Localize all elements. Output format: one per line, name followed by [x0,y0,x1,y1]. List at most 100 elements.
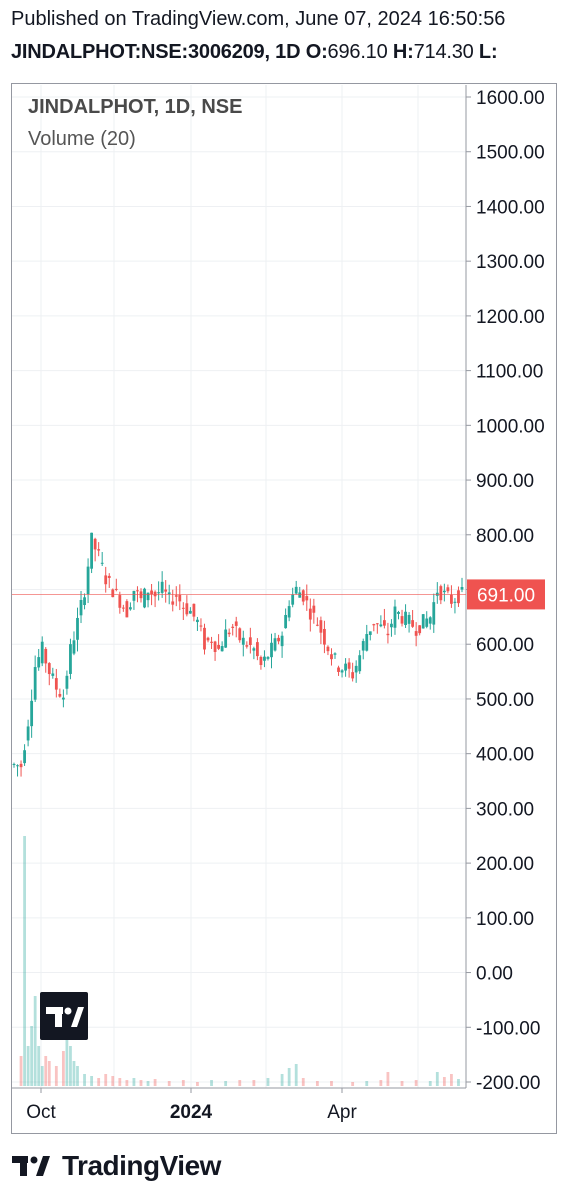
candle-body [270,642,273,658]
volume-bar [224,1081,228,1086]
candle-body [199,625,203,627]
candle-body [273,638,277,651]
candle-body [23,750,26,764]
candle-body [248,637,252,646]
candle-body [280,635,284,647]
candle-body [308,608,312,620]
candle-body [252,648,256,651]
candle-body [210,641,213,643]
tradingview-logo-icon [12,1156,50,1176]
volume-bar [111,1076,115,1086]
candle-body [407,614,411,624]
candle-body [453,601,457,603]
candle-body [305,596,309,601]
y-tick-label: 900.00 [476,471,534,492]
candle-body [442,590,446,593]
candle-body [340,670,344,673]
candle-body [167,592,171,595]
volume-bar [139,1080,143,1086]
volume-bar [33,996,37,1086]
candle-body [397,611,400,614]
candle-body [414,631,418,636]
candle-body [301,590,305,602]
volume-bar [26,1046,30,1086]
volume-bar [181,1080,185,1086]
candle-body [294,586,298,594]
footer-brand[interactable]: TradingView [12,1150,221,1182]
candle-body [146,592,150,601]
candle-body [457,590,460,604]
y-tick-label: 1200.00 [476,307,545,328]
volume-bar [379,1080,383,1086]
candle-body [192,603,196,617]
volume-bar [76,1066,79,1086]
candle-body [238,628,242,641]
candle-body [231,626,235,628]
candle-body [51,673,55,676]
candle-body [72,640,76,654]
candle-body [365,634,369,651]
ohlc-key: L: [473,41,498,63]
candle-body [19,763,23,768]
candle-body [326,646,330,652]
y-tick-label: 500.00 [476,690,534,711]
candle-body [213,641,217,652]
candle-body [58,693,62,697]
volume-bar [90,1076,94,1086]
candle-body [291,594,295,605]
candle-body [129,607,132,610]
candle-body [418,625,422,634]
volume-bar [400,1081,404,1086]
volume-bar [37,1046,41,1086]
candle-body [121,607,125,609]
candle-body [298,592,302,598]
candle-body [425,618,429,627]
x-tick-label: Oct [26,1102,56,1123]
candle-body [379,624,383,627]
candle-body [83,597,86,606]
candle-body [390,623,393,628]
candle-body [446,587,450,592]
volume-bar [442,1077,446,1086]
candle-body [312,605,316,613]
candle-body [79,600,83,616]
candle-body [319,620,323,633]
volume-bar [365,1081,369,1086]
published-header: Published on TradingView.com, June 07, 2… [11,8,506,30]
volume-bar [414,1080,418,1086]
candle-body [86,566,90,595]
candle-body [104,575,108,585]
y-tick-label: -100.00 [476,1018,540,1039]
footer-brand-text: TradingView [62,1150,221,1181]
candle-body [114,588,118,590]
volume-bar [280,1074,284,1086]
tradingview-watermark-icon [40,992,88,1040]
volume-bar [118,1078,122,1086]
candle-body [44,648,48,664]
candle-body [439,586,443,601]
volume-bar [351,1082,355,1086]
candle-body [372,624,376,626]
candle-body [153,591,157,597]
candle-body [263,656,266,661]
volume-bar [69,1046,72,1086]
candle-body [93,538,97,550]
candle-body [351,672,355,679]
candle-body [386,633,390,636]
volume-bar [153,1079,157,1086]
candle-body [143,588,146,608]
candle-body [111,589,115,598]
candle-body [69,644,72,674]
ohlc-value: 696.10 [327,41,388,63]
volume-bar [252,1080,256,1086]
last-price-badge [467,579,545,610]
volume-bar [238,1080,242,1086]
volume-legend: Volume (20) [28,128,136,151]
candle-body [284,614,288,629]
candle-body [16,765,19,767]
candle-body [37,657,41,668]
candle-body [354,665,358,673]
candle-body [333,653,337,655]
candle-body [361,641,365,651]
